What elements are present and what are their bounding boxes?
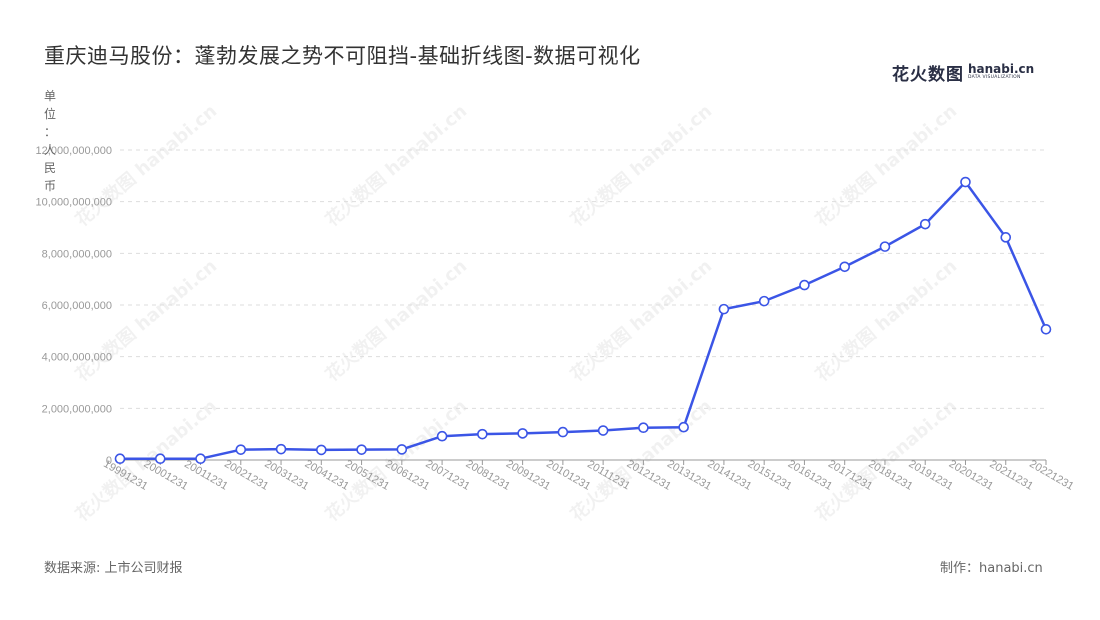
x-tick-label: 20021231: [222, 458, 270, 493]
watermark-text: 花火数图 hanabi.cn: [71, 255, 221, 386]
data-point[interactable]: [1000, 232, 1012, 243]
x-tick-label: 20101231: [544, 458, 592, 493]
y-tick-label: 4,000,000,000: [42, 352, 112, 364]
x-tick-label: 20141231: [705, 458, 753, 493]
y-tick-label: 10,000,000,000: [36, 197, 112, 209]
data-point[interactable]: [235, 444, 247, 455]
data-point[interactable]: [758, 295, 770, 307]
series-line: [120, 180, 1048, 460]
x-axis: 1999123120001231200112312002123120031231…: [101, 458, 1075, 493]
x-tick-label: 20201231: [947, 458, 995, 493]
x-tick-label: 20151231: [745, 458, 793, 493]
x-tick-label: 20041231: [303, 458, 351, 493]
unit-char: 币: [43, 179, 56, 193]
x-tick-label: 20011231: [182, 458, 230, 492]
x-tick-label: 20191231: [907, 458, 955, 493]
data-point[interactable]: [960, 176, 971, 188]
brand-logo: 花火数图 hanabi.cn DATA VISUALIZATION: [892, 60, 1034, 84]
x-tick-label: 20161231: [786, 458, 834, 493]
x-tick-label: 20001231: [142, 458, 190, 493]
data-point[interactable]: [799, 279, 810, 291]
maker-credit: 制作：hanabi.cn: [940, 561, 1043, 576]
data-point[interactable]: [638, 422, 649, 434]
data-point[interactable]: [557, 426, 569, 438]
data-point[interactable]: [678, 421, 689, 433]
data-point[interactable]: [879, 241, 891, 252]
data-source: 数据来源: 上市公司财报: [44, 561, 183, 576]
unit-char: 单: [43, 89, 56, 103]
x-tick-label: 20091231: [504, 458, 552, 493]
x-tick-label: 20081231: [464, 458, 512, 493]
data-point[interactable]: [718, 303, 730, 315]
unit-char: 位: [43, 107, 56, 121]
logo-cn-text: 花火数图: [892, 64, 964, 85]
watermark-text: 花火数图 hanabi.cn: [321, 255, 471, 386]
y-tick-label: 8,000,000,000: [42, 248, 112, 260]
data-point[interactable]: [396, 444, 408, 455]
data-point[interactable]: [316, 444, 327, 456]
data-point[interactable]: [597, 425, 609, 436]
data-point[interactable]: [477, 428, 488, 440]
data-point[interactable]: [195, 453, 206, 465]
series-layer: [114, 176, 1052, 465]
data-point[interactable]: [154, 453, 166, 465]
watermark-text: 花火数图 hanabi.cn: [71, 100, 221, 231]
x-tick-label: 20221231: [1027, 458, 1075, 493]
x-tick-label: 20131231: [665, 458, 713, 493]
data-point[interactable]: [919, 218, 931, 230]
logo-en-block: hanabi.cn DATA VISUALIZATION: [968, 63, 1034, 81]
page-title: 重庆迪马股份：蓬勃发展之势不可阻挡-基础折线图-数据可视化: [44, 44, 641, 68]
data-point[interactable]: [839, 261, 850, 273]
data-point[interactable]: [517, 428, 528, 439]
logo-sub-text: DATA VISUALIZATION: [968, 75, 1021, 81]
y-axis-unit-label: 单 位 ： 人 民 币: [42, 87, 58, 195]
unit-char: ：: [43, 125, 56, 139]
y-tick-labels: 0 2,000,000,000 4,000,000,000 6,000,000,000…: [36, 145, 112, 467]
y-tick-label: 6,000,000,000: [42, 300, 112, 312]
y-tick-label: 0: [106, 455, 112, 467]
x-tick-label: 20071231: [423, 458, 471, 493]
data-point[interactable]: [1040, 323, 1052, 335]
watermark-text: 花火数图 hanabi.cn: [811, 255, 961, 386]
logo-en-text: hanabi.cn: [968, 62, 1035, 77]
grid-lines: [120, 149, 1046, 409]
data-point[interactable]: [436, 430, 448, 442]
data-point[interactable]: [114, 453, 126, 465]
data-point[interactable]: [275, 443, 287, 455]
unit-char: 民: [43, 161, 56, 175]
data-point[interactable]: [356, 444, 367, 455]
watermark-text: 花火数图 hanabi.cn: [566, 100, 716, 231]
x-tick-label: 20211231: [987, 458, 1035, 492]
watermark-text: 花火数图 hanabi.cn: [566, 255, 716, 386]
y-tick-label: 12,000,000,000: [36, 145, 112, 157]
y-tick-label: 2,000,000,000: [42, 403, 112, 415]
unit-char: 人: [43, 143, 56, 157]
x-tick-label: 20031231: [262, 458, 310, 493]
watermark-text: 花火数图 hanabi.cn: [321, 100, 471, 231]
